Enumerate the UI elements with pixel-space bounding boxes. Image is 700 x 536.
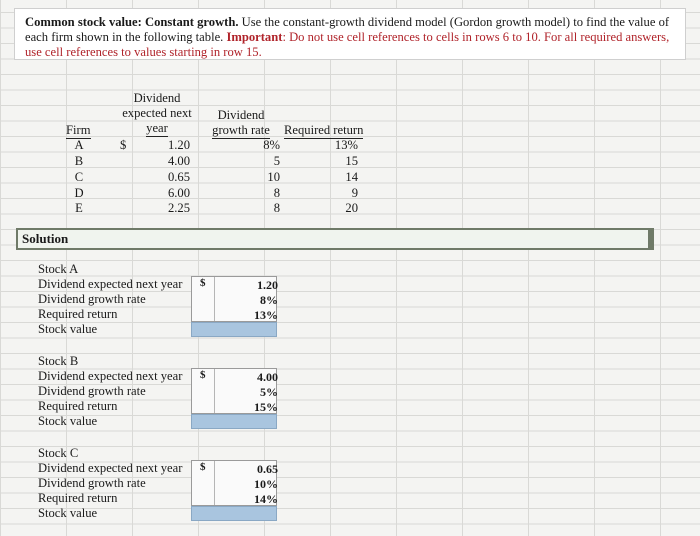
currency-symbol: $ — [120, 138, 127, 152]
required-value: 14% — [254, 492, 278, 506]
growth-value: 10% — [254, 477, 278, 491]
required-cell: 9 — [351, 186, 358, 200]
firm-cell: A — [74, 138, 84, 152]
header-growth-line1: Dividend — [217, 108, 265, 122]
required-cell: 15 — [345, 154, 358, 168]
cell-divider — [214, 369, 215, 413]
required-value: 13% — [254, 308, 278, 322]
growth-cell: 8 — [273, 186, 280, 200]
required-label: Required return — [38, 307, 118, 321]
required-cell: 20 — [345, 201, 358, 215]
required-label: Required return — [38, 399, 118, 413]
input-values-box — [191, 276, 277, 322]
header-firm: Firm — [66, 123, 91, 139]
stock-value-label: Stock value — [38, 506, 98, 520]
solution-label: Solution — [22, 231, 69, 246]
growth-value: 8% — [260, 293, 278, 307]
input-values-box — [191, 460, 277, 506]
input-values-box — [191, 368, 277, 414]
important-label: Important — [226, 30, 283, 44]
growth-cell: 5 — [273, 154, 280, 168]
dividend-cell: 2.25 — [167, 201, 190, 215]
stock-title: Stock B — [38, 354, 79, 368]
firm-cell: D — [74, 186, 84, 200]
important-text: : Do not use cell references to cells in… — [25, 30, 670, 59]
currency-symbol: $ — [200, 277, 206, 289]
growth-cell: 8% — [263, 138, 280, 152]
header-dividend-line3: year — [146, 121, 168, 137]
stock-title: Stock C — [38, 446, 79, 460]
header-dividend: Dividend expected next year — [120, 91, 194, 137]
dividend-value: 0.65 — [257, 462, 278, 476]
dividend-value: 1.20 — [257, 278, 278, 292]
firm-cell: B — [74, 154, 84, 168]
growth-cell: 8 — [273, 201, 280, 215]
dividend-cell: 6.00 — [167, 186, 190, 200]
required-cell: 13% — [334, 138, 358, 152]
firm-cell: C — [74, 170, 84, 184]
solution-bar: Solution — [16, 228, 654, 250]
dividend-cell: 1.20 — [167, 138, 190, 152]
stock-value-input[interactable] — [191, 506, 277, 521]
dividend-cell: 0.65 — [167, 170, 190, 184]
stock-value-label: Stock value — [38, 414, 98, 428]
dividend-label: Dividend expected next year — [38, 369, 183, 383]
solution-bar-end — [648, 230, 652, 248]
header-dividend-line2: expected next — [122, 106, 192, 120]
instructions-box: Common stock value: Constant growth. Use… — [14, 8, 686, 60]
instructions-body: Use the constant-growth dividend model (… — [25, 15, 670, 44]
required-cell: 14 — [345, 170, 358, 184]
growth-value: 5% — [260, 385, 278, 399]
instructions-title: Common stock value: Constant growth. — [25, 15, 239, 29]
stock-value-input[interactable] — [191, 322, 277, 337]
header-growth-line2: growth rate — [212, 123, 270, 139]
cell-divider — [214, 277, 215, 321]
header-required: Required return — [284, 123, 364, 139]
growth-label: Dividend growth rate — [38, 292, 146, 306]
header-dividend-line1: Dividend — [133, 91, 181, 105]
cell-divider — [214, 461, 215, 505]
dividend-value: 4.00 — [257, 370, 278, 384]
growth-label: Dividend growth rate — [38, 476, 146, 490]
required-label: Required return — [38, 491, 118, 505]
required-value: 15% — [254, 400, 278, 414]
currency-symbol: $ — [200, 461, 206, 473]
stock-value-label: Stock value — [38, 322, 98, 336]
firm-cell: E — [75, 201, 83, 215]
growth-cell: 10 — [267, 170, 280, 184]
dividend-cell: 4.00 — [167, 154, 190, 168]
currency-symbol: $ — [200, 369, 206, 381]
dividend-label: Dividend expected next year — [38, 277, 183, 291]
stock-title: Stock A — [38, 262, 79, 276]
growth-label: Dividend growth rate — [38, 384, 146, 398]
dividend-label: Dividend expected next year — [38, 461, 183, 475]
stock-value-input[interactable] — [191, 414, 277, 429]
header-growth: Dividend growth rate — [208, 108, 274, 139]
